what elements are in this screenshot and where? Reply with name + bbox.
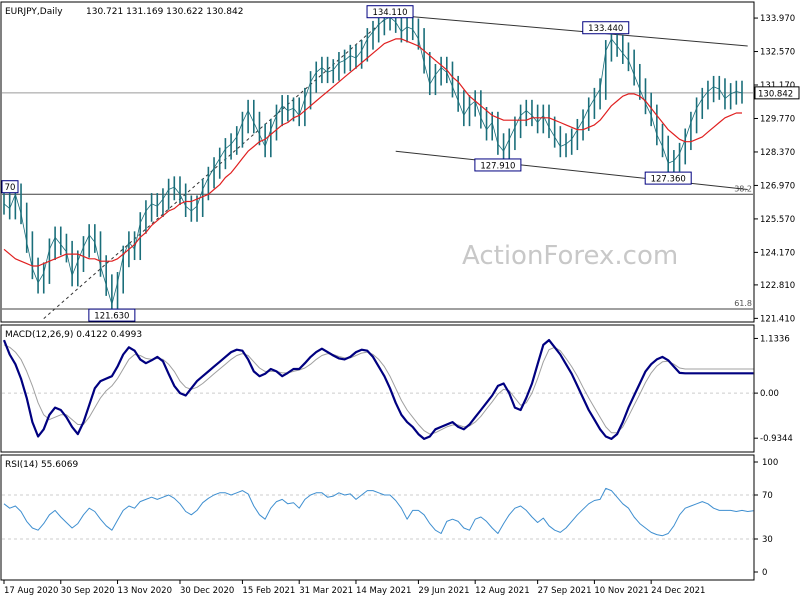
macd-layer xyxy=(2,339,754,440)
swing-label: 70 xyxy=(5,183,16,193)
macd-signal-line xyxy=(3,344,754,435)
channel-line xyxy=(389,14,748,47)
moving-average-line xyxy=(3,38,742,267)
xtick-label: 13 Nov 2020 xyxy=(118,586,172,596)
price-ytick-label: 132.570 xyxy=(760,48,795,58)
price-ytick-label: 131.170 xyxy=(760,81,795,91)
price-layer: 38.261.8134.110133.440127.910127.360121.… xyxy=(1,5,753,322)
xtick-label: 24 Dec 2021 xyxy=(651,586,705,596)
rsi-line xyxy=(3,487,754,537)
price-ytick-label: 129.770 xyxy=(760,114,795,124)
swing-label: 121.630 xyxy=(94,312,129,322)
xtick-label: 27 Sep 2021 xyxy=(538,586,592,596)
macd-line xyxy=(2,339,754,440)
macd-pane-frame xyxy=(0,324,755,453)
rsi-ytick-label: 70 xyxy=(762,491,773,501)
xtick-label: 31 Mar 2021 xyxy=(299,586,353,596)
axis-layer: 133.970 132.570 131.170 129.770 128.370 126.9… xyxy=(3,14,800,596)
price-close-line xyxy=(3,16,743,305)
rsi-layer xyxy=(2,487,754,540)
rsi-ytick-label: 100 xyxy=(762,458,778,468)
rsi-pane-title: RSI(14) 55.6069 xyxy=(5,460,78,470)
swing-label: 127.360 xyxy=(651,175,686,185)
price-ytick-label: 125.570 xyxy=(760,215,795,225)
price-ytick-label: 122.810 xyxy=(760,281,795,291)
swing-label-box xyxy=(582,21,630,35)
xtick-label: 12 Aug 2021 xyxy=(475,586,529,596)
price-pane-symbol: EURJPY,Daily xyxy=(5,7,63,17)
swing-label: 134.110 xyxy=(372,8,407,18)
xtick-label: 30 Dec 2020 xyxy=(180,586,234,596)
price-pane-frame xyxy=(0,1,755,323)
swing-label-box xyxy=(474,158,522,172)
macd-ytick-label: 0.00 xyxy=(760,389,779,399)
price-ytick-label: 124.170 xyxy=(760,248,795,258)
swing-label-box xyxy=(644,171,692,185)
swing-label: 127.910 xyxy=(480,161,515,171)
fib-level-label: 61.8 xyxy=(734,299,752,308)
price-ytick-label: 121.410 xyxy=(760,314,795,324)
last-price-tag-box xyxy=(754,86,800,100)
swing-label-box xyxy=(88,308,136,322)
swing-label-box xyxy=(1,180,19,194)
xtick-label: 14 May 2021 xyxy=(356,586,411,596)
xtick-label: 10 Nov 2021 xyxy=(594,586,648,596)
xtick-label: 15 Feb 2021 xyxy=(242,586,295,596)
last-price-tag: 130.842 xyxy=(758,89,793,99)
xtick-label: 17 Aug 2020 xyxy=(4,586,58,596)
macd-ytick-label: -0.9344 xyxy=(760,434,793,444)
channel-line xyxy=(395,150,748,190)
swing-label-box xyxy=(366,5,414,19)
price-ytick-label: 126.970 xyxy=(760,181,795,191)
swing-label: 133.440 xyxy=(588,24,623,34)
rsi-ytick-label: 30 xyxy=(762,535,773,545)
rsi-ytick-label: 0 xyxy=(762,568,767,578)
price-ytick-label: 133.970 xyxy=(760,14,795,24)
price-pane-ohlc: 130.721 131.169 130.622 130.842 xyxy=(86,7,243,17)
rsi-pane-frame xyxy=(0,454,755,581)
xtick-label: 30 Sep 2020 xyxy=(61,586,115,596)
watermark: ActionForex.com xyxy=(462,241,678,271)
trend-line-dashed xyxy=(43,14,391,319)
macd-ytick-label: 1.1336 xyxy=(760,334,790,344)
xtick-label: 29 Jun 2021 xyxy=(418,586,469,596)
macd-pane-title: MACD(12,26,9) 0.4122 0.4993 xyxy=(5,330,142,340)
price-ytick-label: 128.370 xyxy=(760,148,795,158)
